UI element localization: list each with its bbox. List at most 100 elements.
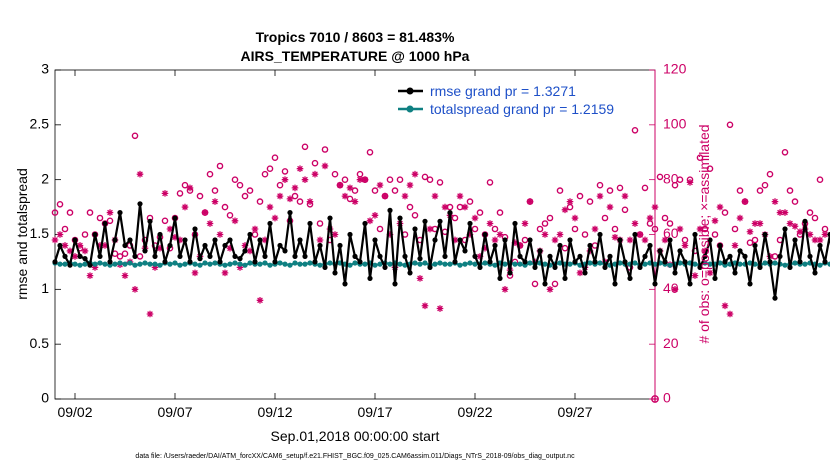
obs-assimilated-point: [501, 286, 509, 293]
obs-assimilated-point: [121, 272, 129, 279]
obs-possible-point: [241, 192, 249, 200]
obs-possible-point: [476, 209, 484, 216]
x-tick-label: 09/07: [157, 404, 192, 420]
totalspread-point: [267, 262, 273, 268]
obs-possible-point: [421, 173, 429, 181]
obs-assimilated-point: [266, 203, 274, 211]
obs-possible-point: [616, 184, 624, 192]
rmse-point: [282, 248, 288, 254]
rmse-point: [812, 270, 818, 276]
rmse-point: [72, 237, 78, 243]
rmse-point: [552, 264, 558, 270]
rmse-point: [502, 237, 508, 243]
rmse-point: [537, 248, 543, 254]
obs-possible-point: [696, 154, 704, 161]
rmse-point: [117, 210, 123, 216]
rmse-point: [442, 253, 448, 259]
obs-assimilated-point: [221, 269, 229, 277]
obs-possible-point: [661, 214, 669, 222]
y-right-tick-label: 120: [663, 61, 687, 77]
totalspread-point: [192, 261, 198, 267]
obs-assimilated-point: [101, 242, 109, 249]
obs-possible-point: [276, 181, 284, 189]
legend: rmse grand pr = 1.3271 totalspread grand…: [393, 79, 645, 121]
rmse-point: [747, 281, 753, 287]
obs-assimilated-point: [426, 225, 434, 233]
totalspread-point: [447, 261, 453, 267]
obs-assimilated-point: [661, 236, 669, 244]
rmse-point: [472, 253, 478, 259]
obs-possible-point: [251, 231, 259, 238]
rmse-point: [222, 242, 228, 249]
totalspread-point: [397, 261, 403, 267]
obs-assimilated-point: [336, 181, 344, 189]
obs-possible-point: [821, 225, 829, 233]
obs-assimilated-point: [56, 231, 64, 238]
rmse-point: [797, 259, 803, 265]
rmse-point: [717, 242, 723, 249]
rmse-point: [657, 248, 663, 254]
obs-possible-point: [596, 181, 604, 189]
rmse-point: [137, 201, 143, 207]
obs-assimilated-point: [486, 220, 494, 227]
obs-possible-point: [301, 143, 309, 151]
obs-assimilated-point: [296, 165, 304, 172]
totalspread-point: [287, 262, 293, 268]
obs-assimilated-point: [716, 203, 724, 211]
rmse-point: [77, 253, 83, 259]
obs-assimilated-point: [556, 231, 564, 238]
rmse-point: [347, 231, 353, 238]
obs-assimilated-point: [521, 220, 529, 227]
obs-possible-point: [356, 170, 364, 178]
obs-possible-point: [551, 280, 559, 288]
obs-assimilated-point: [676, 225, 684, 233]
obs-possible-point: [131, 132, 139, 140]
rmse-point: [757, 264, 763, 270]
totalspread-point: [517, 261, 523, 267]
obs-assimilated-point: [511, 239, 519, 247]
obs-assimilated-point: [456, 192, 464, 200]
rmse-point: [382, 264, 388, 270]
totalspread-point: [527, 260, 533, 266]
rmse-point: [702, 253, 708, 259]
obs-assimilated-point: [306, 198, 314, 205]
obs-assimilated-point: [316, 236, 324, 244]
rmse-point: [587, 242, 593, 249]
totalspread-point: [232, 260, 238, 266]
obs-possible-point: [531, 280, 539, 288]
totalspread-point: [167, 261, 173, 267]
y-right-tick-label: 20: [663, 335, 679, 351]
obs-assimilated-point: [681, 242, 689, 249]
rmse-point: [287, 210, 293, 216]
obs-assimilated-point: [701, 247, 709, 255]
totalspread-point: [112, 261, 118, 267]
obs-possible-point: [206, 170, 214, 178]
obs-possible-point: [581, 231, 589, 238]
totalspread-point: [147, 261, 153, 267]
obs-assimilated-point: [471, 214, 479, 222]
obs-assimilated-point: [606, 203, 614, 211]
obs-possible-point: [136, 253, 144, 260]
rmse-point: [777, 253, 783, 259]
obs-assimilated-point: [791, 222, 799, 230]
obs-assimilated-point: [406, 181, 414, 189]
obs-possible-point: [816, 176, 824, 183]
rmse-point: [107, 259, 113, 265]
rmse-point: [152, 253, 158, 259]
rmse-point: [677, 248, 683, 254]
obs-assimilated-point: [821, 231, 829, 238]
obs-assimilated-point: [571, 214, 579, 222]
obs-possible-point: [261, 170, 269, 178]
rmse-point: [782, 226, 788, 232]
rmse-point: [467, 220, 473, 227]
obs-possible-point: [806, 209, 814, 216]
obs-possible-point: [386, 176, 394, 183]
obs-possible-point: [471, 225, 479, 233]
totalspread-point: [157, 262, 163, 268]
totalspread-point: [222, 262, 228, 268]
rmse-point: [667, 237, 673, 243]
obs-assimilated-point: [491, 236, 499, 244]
totalspread-point: [567, 261, 573, 267]
legend-rmse-label: rmse grand pr = 1.3271: [430, 83, 576, 99]
